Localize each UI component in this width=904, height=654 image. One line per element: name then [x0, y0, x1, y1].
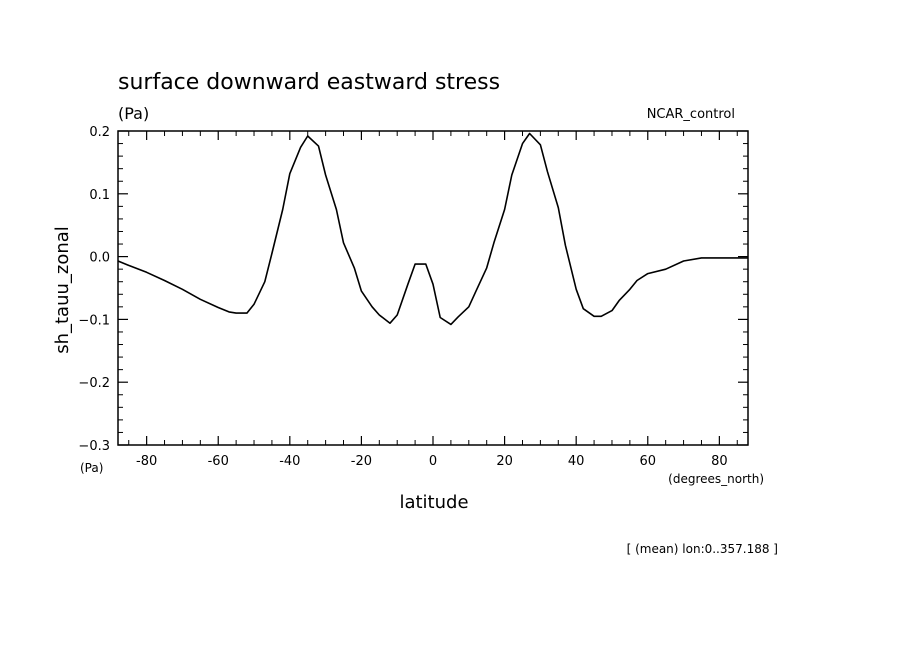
x-tick-label: -20 — [351, 454, 372, 469]
x-tick-label: -80 — [136, 454, 157, 469]
y-tick-label: −0.3 — [78, 439, 110, 454]
x-tick-label: -40 — [279, 454, 300, 469]
series-layer — [117, 132, 748, 326]
x-tick-label: 60 — [639, 454, 656, 469]
y-units-corner: (Pa) — [80, 461, 103, 475]
plot-frame — [117, 130, 749, 446]
y-tick-label: −0.2 — [78, 376, 110, 391]
x-tick-label: 0 — [429, 454, 437, 469]
units-label: (Pa) — [118, 104, 149, 123]
x-units-label: (degrees_north) — [668, 472, 764, 486]
y-tick-label: −0.1 — [78, 313, 110, 328]
y-tick-label: 0.2 — [89, 125, 110, 140]
case-label: NCAR_control — [647, 107, 735, 122]
footnote: [ (mean) lon:0..357.188 ] — [627, 542, 778, 556]
y-tick-label: 0.0 — [89, 251, 110, 266]
y-axis-label: sh_tauu_zonal — [52, 226, 73, 354]
chart-title: surface downward eastward stress — [118, 70, 500, 95]
y-axis: 0.2 0.1 0.0 −0.1 −0.2 −0.3 — [78, 125, 748, 454]
x-tick-label: 20 — [496, 454, 513, 469]
x-axis: -80 -60 -40 -20 0 20 40 60 80 — [128, 131, 738, 469]
series-line — [117, 132, 748, 326]
y-tick-label: 0.1 — [89, 188, 110, 203]
x-axis-label: latitude — [399, 492, 468, 513]
x-tick-label: 80 — [711, 454, 728, 469]
x-tick-label: 40 — [568, 454, 585, 469]
x-tick-label: -60 — [208, 454, 229, 469]
